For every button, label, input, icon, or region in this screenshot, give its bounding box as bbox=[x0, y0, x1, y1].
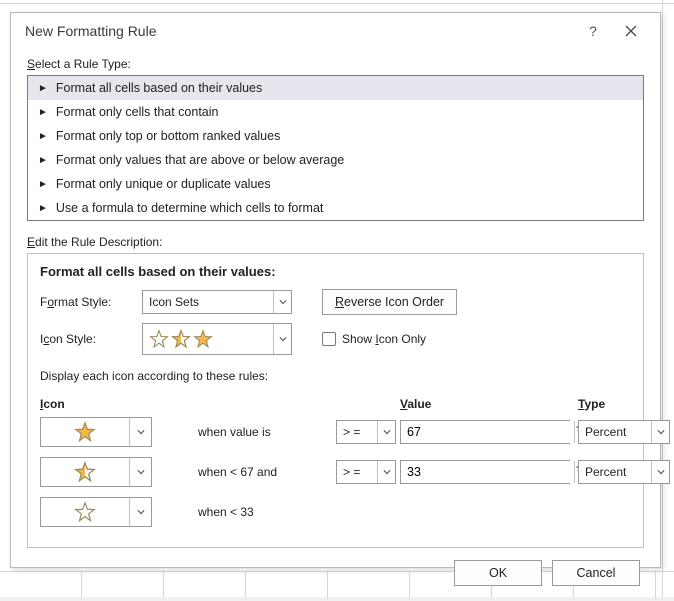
show-icon-only-checkbox[interactable]: Show Icon Only bbox=[322, 332, 426, 346]
dialog-title: New Formatting Rule bbox=[25, 23, 157, 39]
reverse-icon-order-button[interactable]: Reverse Icon Order bbox=[322, 289, 457, 315]
display-rules-label: Display each icon according to these rul… bbox=[40, 369, 631, 383]
arrow-icon: ► bbox=[38, 155, 48, 166]
rule-type-text: Format only cells that contain bbox=[56, 105, 219, 119]
icon-style-label: Icon Style: bbox=[40, 332, 132, 346]
value-input[interactable] bbox=[400, 460, 570, 484]
star-icon bbox=[41, 498, 129, 526]
star-icon bbox=[41, 418, 129, 446]
rule-type-item[interactable]: ► Format only top or bottom ranked value… bbox=[28, 124, 643, 148]
icon-style-select[interactable] bbox=[142, 323, 292, 355]
new-formatting-rule-dialog: New Formatting Rule ? Select a Rule Type… bbox=[10, 12, 661, 568]
checkbox-icon bbox=[322, 332, 336, 346]
icon-rule-row: when < 67 and > = Percent bbox=[40, 457, 631, 487]
rule-type-list[interactable]: ► Format all cells based on their values… bbox=[27, 75, 644, 221]
rule-type-text: Format only values that are above or bel… bbox=[56, 153, 344, 167]
rule-type-text: Format all cells based on their values bbox=[56, 81, 262, 95]
rule-type-item[interactable]: ► Format only cells that contain bbox=[28, 100, 643, 124]
icon-rule-row: when < 33 bbox=[40, 497, 631, 527]
close-icon[interactable] bbox=[612, 16, 650, 46]
rule-type-text: Format only top or bottom ranked values bbox=[56, 129, 280, 143]
select-rule-type-label: Select a Rule Type: bbox=[27, 57, 644, 71]
chevron-down-icon bbox=[377, 461, 395, 483]
rule-type-item[interactable]: ► Format only values that are above or b… bbox=[28, 148, 643, 172]
rule-description-heading: Format all cells based on their values: bbox=[40, 264, 631, 279]
format-style-value: Icon Sets bbox=[149, 295, 199, 309]
star-icon bbox=[41, 458, 129, 486]
value-field[interactable] bbox=[401, 421, 574, 443]
type-select[interactable]: Percent bbox=[578, 460, 670, 484]
rule-type-item[interactable]: ► Format only unique or duplicate values bbox=[28, 172, 643, 196]
icon-rules-header: Icon Value Type bbox=[40, 397, 631, 411]
column-value: Value bbox=[400, 397, 570, 411]
arrow-icon: ► bbox=[38, 107, 48, 118]
help-icon[interactable]: ? bbox=[574, 16, 612, 46]
edit-rule-description-label: Edit the Rule Description: bbox=[27, 235, 644, 249]
format-style-label: Format Style: bbox=[40, 295, 132, 309]
arrow-icon: ► bbox=[38, 179, 48, 190]
chevron-down-icon bbox=[273, 324, 291, 354]
icon-select[interactable] bbox=[40, 417, 152, 447]
column-icon: Icon bbox=[40, 397, 190, 411]
show-icon-only-label: Show Icon Only bbox=[342, 332, 426, 346]
arrow-icon: ► bbox=[38, 131, 48, 142]
chevron-down-icon bbox=[129, 458, 151, 486]
chevron-down-icon bbox=[651, 461, 669, 483]
type-value: Percent bbox=[585, 425, 626, 439]
when-text: when value is bbox=[198, 425, 328, 439]
rule-type-item[interactable]: ► Format all cells based on their values bbox=[28, 76, 643, 100]
value-input[interactable] bbox=[400, 420, 570, 444]
column-type: Type bbox=[578, 397, 673, 411]
value-field[interactable] bbox=[401, 461, 574, 483]
icon-select[interactable] bbox=[40, 457, 152, 487]
ok-button[interactable]: OK bbox=[454, 560, 542, 586]
operator-value: > = bbox=[343, 425, 360, 439]
rule-description-panel: Format all cells based on their values: … bbox=[27, 253, 644, 548]
type-select[interactable]: Percent bbox=[578, 420, 670, 444]
chevron-down-icon bbox=[129, 418, 151, 446]
rule-type-text: Format only unique or duplicate values bbox=[56, 177, 271, 191]
operator-value: > = bbox=[343, 465, 360, 479]
chevron-down-icon bbox=[129, 498, 151, 526]
chevron-down-icon bbox=[651, 421, 669, 443]
format-style-select[interactable]: Icon Sets bbox=[142, 290, 292, 314]
rule-type-text: Use a formula to determine which cells t… bbox=[56, 201, 323, 215]
when-text: when < 67 and bbox=[198, 465, 328, 479]
cancel-button[interactable]: Cancel bbox=[552, 560, 640, 586]
operator-select[interactable]: > = bbox=[336, 420, 396, 444]
chevron-down-icon bbox=[377, 421, 395, 443]
titlebar[interactable]: New Formatting Rule ? bbox=[11, 13, 660, 49]
chevron-down-icon bbox=[273, 291, 291, 313]
icon-style-preview bbox=[149, 329, 213, 349]
when-text: when < 33 bbox=[198, 505, 328, 519]
arrow-icon: ► bbox=[38, 203, 48, 214]
operator-select[interactable]: > = bbox=[336, 460, 396, 484]
icon-rule-row: when value is > = Percent bbox=[40, 417, 631, 447]
arrow-icon: ► bbox=[38, 83, 48, 94]
icon-select[interactable] bbox=[40, 497, 152, 527]
type-value: Percent bbox=[585, 465, 626, 479]
rule-type-item[interactable]: ► Use a formula to determine which cells… bbox=[28, 196, 643, 220]
